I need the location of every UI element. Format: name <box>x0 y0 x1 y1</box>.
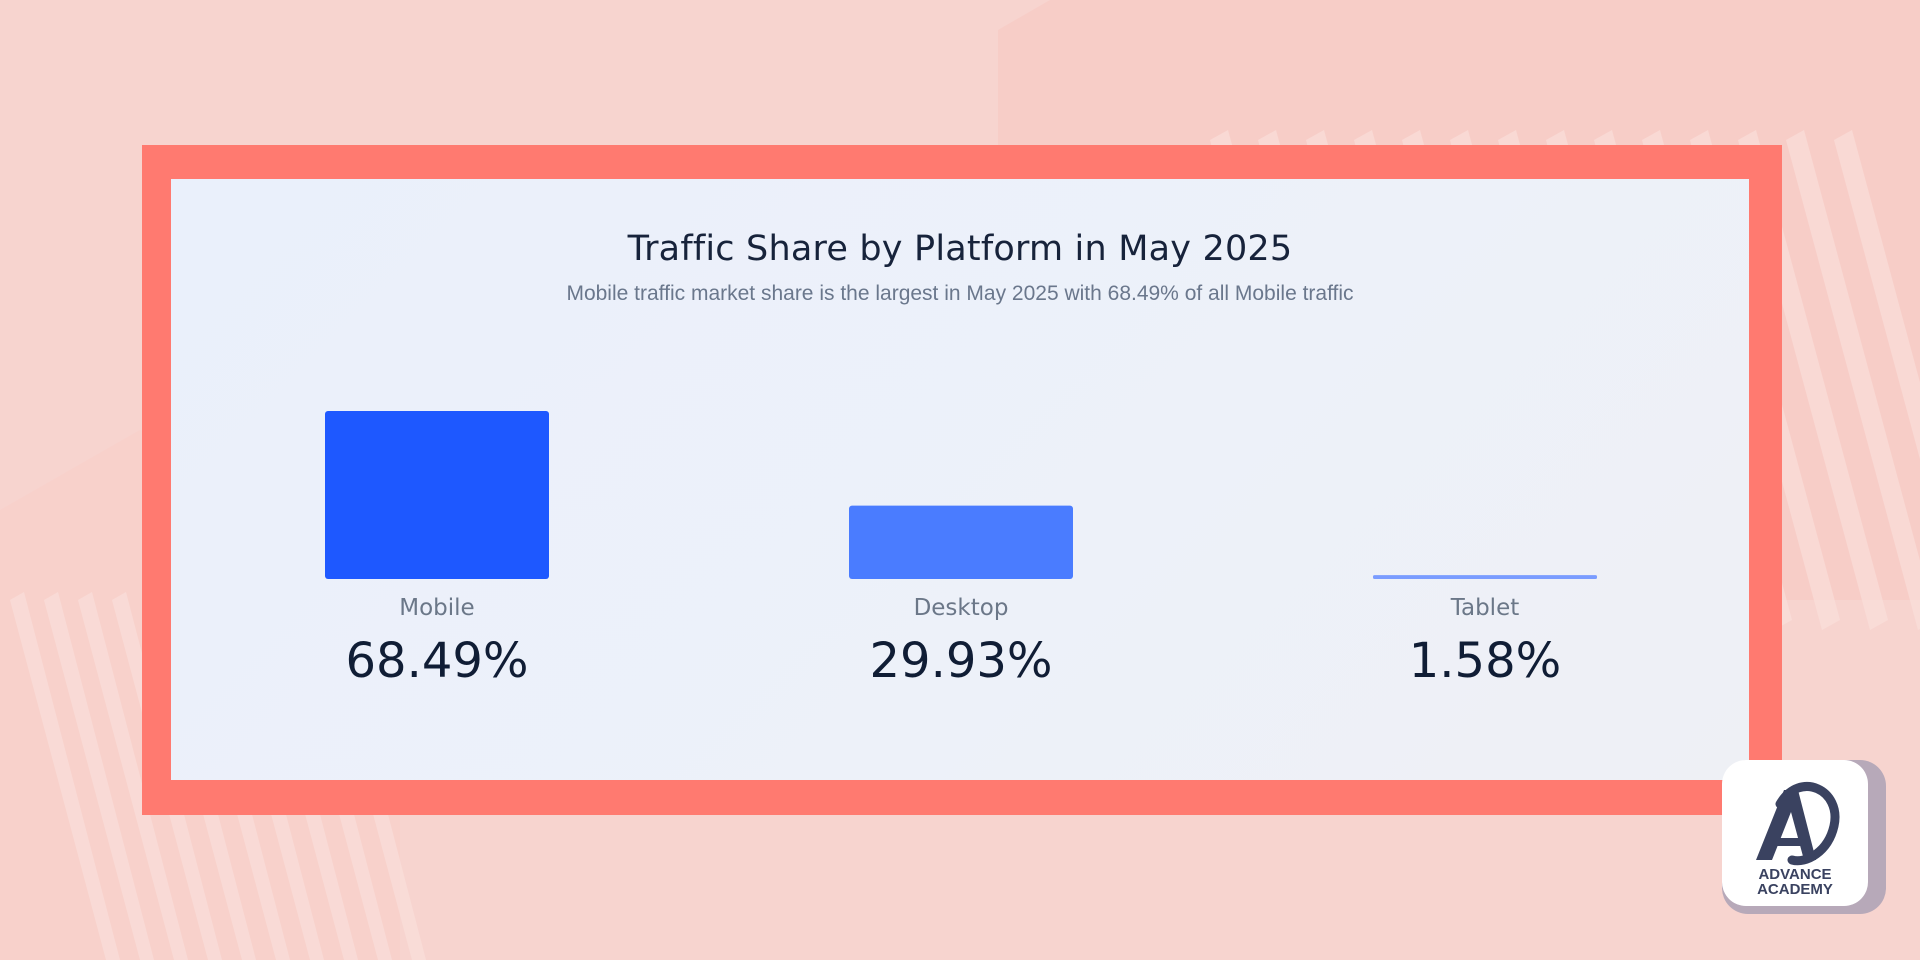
bar-chart: Mobile 68.49% Desktop 29.93% Tablet 1.58% <box>325 411 1597 689</box>
value-label-desktop: 29.93% <box>869 633 1052 689</box>
bar-mobile <box>325 411 549 579</box>
category-label-desktop: Desktop <box>914 595 1009 621</box>
advance-academy-logo: ADVANCE ACADEMY <box>1722 760 1868 906</box>
chart-title: Traffic Share by Platform in May 2025 <box>627 229 1293 269</box>
chart-subtitle: Mobile traffic market share is the large… <box>566 282 1354 305</box>
value-label-mobile: 68.49% <box>345 633 528 689</box>
academy-logo-icon: ADVANCE ACADEMY <box>1756 782 1840 898</box>
logo-text-line2: ACADEMY <box>1757 881 1833 898</box>
value-label-tablet: 1.58% <box>1409 633 1561 689</box>
bar-tablet <box>1373 575 1597 579</box>
chart-card: Traffic Share by Platform in May 2025 Mo… <box>171 179 1749 780</box>
bar-desktop <box>849 505 1073 579</box>
category-label-tablet: Tablet <box>1450 595 1520 621</box>
logo-text-line1: ADVANCE <box>1758 866 1831 883</box>
category-label-mobile: Mobile <box>399 595 474 621</box>
